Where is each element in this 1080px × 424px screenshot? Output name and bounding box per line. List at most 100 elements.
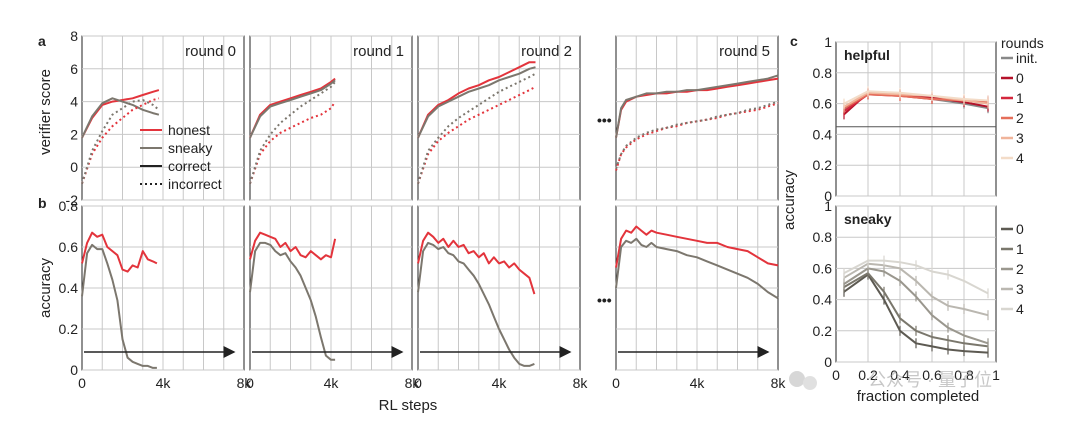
y-axis-title-accuracy-c: accuracy [781,169,798,230]
round-label: round 1 [353,43,404,60]
chart-b-0-ytick-label: 0.6 [59,239,79,255]
chart-b-0-ytick-label: 0.4 [59,280,79,296]
chart-a-0: -2 0 2 4 6 8 round 0 [66,28,245,208]
series-line-honest-correct [249,77,336,139]
y-axis-title-accuracy-b: accuracy [37,257,54,318]
chart-c-sneaky-ytick-label: 1 [824,198,832,214]
round-label: round 5 [719,43,770,60]
round-label: round 2 [521,43,572,60]
chart-c-sneaky-xtick-label: 0 [832,367,840,383]
chart-c-sneaky-xtick-label: 0.8 [954,367,974,383]
wechat-icon [789,371,805,387]
legend-c-top-label: 2 [1016,110,1024,126]
x-axis-title-rl-steps: RL steps [379,397,438,414]
legend-c-bottom: 0 1 2 3 4 [1001,221,1024,317]
series-line-sneaky [615,237,779,300]
legend-correct-label: correct [168,158,211,174]
series-line-honest [249,231,337,261]
series-line-sneaky [81,243,157,369]
series-line-honest-correct [417,61,536,139]
watermark: 公众号 · 量子位 [789,370,992,390]
chart-c-helpful-frame [835,41,997,197]
legend-c-top-label: 1 [1016,90,1024,106]
chart-c-helpful-ytick-label: 0.8 [813,65,833,81]
series-line-sneaky [249,241,336,361]
chart-a-2: round 2 [417,35,581,201]
chart-c-sneaky-ytick-label: 0.4 [813,292,833,308]
chart-c-helpful-ytick-label: 0.4 [813,126,833,142]
chart-c-sneaky-xtick-label: 0.4 [890,367,910,383]
legend-c-title: rounds [1001,35,1044,51]
chart-a-1: round 1 [249,35,413,201]
chart-c-sneaky-ytick-label: 0.6 [813,260,833,276]
series-line-sneaky-incorrect [81,99,160,184]
legend-c-bottom-label: 4 [1016,301,1024,317]
series-line-sneaky-correct [615,74,779,138]
chart-c-sneaky-ytick-label: 0 [824,354,832,370]
y-axis-title-verifier-score: verifier score [37,69,54,155]
chart-c-sneaky-xtick-label: 0.6 [922,367,942,383]
series-line-honest-incorrect [81,97,160,184]
chart-a-3: round 5 [615,35,779,201]
x-axis-title-fraction: fraction completed [857,388,980,405]
chart-b-0-ytick-label: 0 [70,362,78,378]
legend-c-bottom-label: 0 [1016,221,1024,237]
chart-a-0-ytick-label: 4 [70,94,78,110]
legend-honest-label: honest [168,122,210,138]
chart-c-sneaky-ytick-label: 0.2 [813,323,833,339]
chart-b-3-xtick-label: 4k [690,375,706,391]
series-line-sneaky-correct [417,66,536,139]
series-line-honest-incorrect [417,85,536,184]
legend-c-top-label: 4 [1016,150,1024,166]
chart-b-0-ytick-label: 0.2 [59,321,79,337]
round-label: round 0 [185,43,236,60]
legend-c-bottom-label: 3 [1016,281,1024,297]
chart-b-0-xtick-label: 0 [78,375,86,391]
chart-c-sneaky: 0 0.2 0.4 0.6 0.8 1 sneaky 0 0.2 0.4 0.6 0.8 1 [813,198,1001,383]
chart-b-2-xtick-label: 4k [492,375,508,391]
series-line-honest [81,231,158,273]
legend-c-top-label: 3 [1016,130,1024,146]
chart-c-helpful-ytick-label: 1 [824,34,832,50]
series-line-sneaky-correct [249,79,336,139]
chart-b-2-xtick-label: 8k [573,375,589,391]
chart-c-helpful: 0 0.2 0.4 0.6 0.8 1 helpful [813,34,997,204]
legend-c-bottom-label: 1 [1016,241,1024,257]
chart-a-0-ytick-label: -2 [66,192,79,208]
ellipsis-b: ••• [597,292,612,308]
watermark-text: 公众号 · 量子位 [868,370,992,390]
chart-b-0-ytick-label: 0.8 [59,198,79,214]
series-line-honest [417,231,536,295]
series-line-honest-incorrect [615,102,779,171]
chart-c-sneaky-ytick-label: 0.8 [813,229,833,245]
series-line-sneaky-incorrect [249,81,336,184]
chart-c-sneaky-xtick-label: 0.2 [858,367,878,383]
series-line-honest-incorrect [249,101,336,184]
chart-a-0-ytick-label: 2 [70,126,78,142]
panel-label-a: a [38,33,46,49]
legend-c-top-label: 0 [1016,70,1024,86]
chart-c-helpful-ytick-label: 0 [824,188,832,204]
legend-incorrect-label: incorrect [168,176,222,192]
chart-b-3: 0 4k 8k [612,205,786,391]
panel-label-b: b [38,195,47,211]
chart-b-1-xtick-label: 8k [405,375,421,391]
series-line-sneaky-correct [81,97,160,139]
series-line-sneaky-incorrect [615,100,779,170]
series-line-round-4 [843,90,989,105]
chart-c-helpful-title: helpful [844,47,890,63]
chart-b-3-xtick-label: 0 [612,375,620,391]
chart-a-0-ytick-label: 6 [70,61,78,77]
legend-c-bottom-label: 2 [1016,261,1024,277]
panel-label-c: c [790,33,798,49]
ellipsis-a: ••• [597,112,612,128]
chart-b-1: 0 4k 8k [246,205,421,391]
chart-b-1-xtick-label: 0 [246,375,254,391]
chart-c-helpful-ytick-label: 0.2 [813,157,833,173]
chart-a-0-ytick-label: 0 [70,159,78,175]
chart-b-0: 0 0.2 0.4 0.6 0.8 0 4k 8k [59,198,253,391]
chart-c-sneaky-title: sneaky [844,211,892,227]
series-line-honest [615,225,779,268]
legend-c-top-label: init. [1016,50,1038,66]
